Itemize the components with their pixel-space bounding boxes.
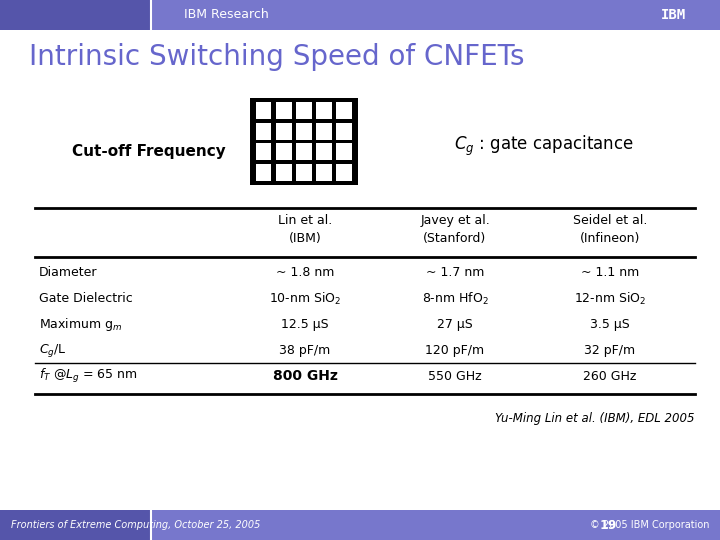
Bar xyxy=(256,164,271,181)
Text: ~ 1.1 nm: ~ 1.1 nm xyxy=(581,266,639,279)
Bar xyxy=(276,164,292,181)
Bar xyxy=(296,164,312,181)
Bar xyxy=(250,98,358,185)
Text: 8-nm HfO$_2$: 8-nm HfO$_2$ xyxy=(421,291,488,307)
Bar xyxy=(256,143,271,160)
Text: 19: 19 xyxy=(600,518,617,532)
Text: (IBM): (IBM) xyxy=(289,232,321,245)
Bar xyxy=(256,123,271,140)
Text: 32 pF/m: 32 pF/m xyxy=(585,344,636,357)
Text: Maximum g$_m$: Maximum g$_m$ xyxy=(39,316,122,333)
Text: 550 GHz: 550 GHz xyxy=(428,370,482,383)
Text: IBM: IBM xyxy=(661,8,685,22)
Bar xyxy=(316,123,332,140)
Text: 12.5 μS: 12.5 μS xyxy=(282,318,329,331)
Text: Lin et al.: Lin et al. xyxy=(278,214,332,227)
Bar xyxy=(336,143,352,160)
Bar xyxy=(316,164,332,181)
Bar xyxy=(296,123,312,140)
Text: 3.5 μS: 3.5 μS xyxy=(590,318,630,331)
Bar xyxy=(336,102,352,119)
Text: IBM Research: IBM Research xyxy=(184,8,269,22)
Bar xyxy=(0,0,720,30)
Bar xyxy=(276,123,292,140)
Bar xyxy=(296,143,312,160)
Bar xyxy=(276,102,292,119)
Text: Yu-Ming Lin et al. (IBM), EDL 2005: Yu-Ming Lin et al. (IBM), EDL 2005 xyxy=(495,412,695,425)
Text: 12-nm SiO$_2$: 12-nm SiO$_2$ xyxy=(574,291,647,307)
Text: 120 pF/m: 120 pF/m xyxy=(426,344,485,357)
Text: ~ 1.8 nm: ~ 1.8 nm xyxy=(276,266,334,279)
Text: © 2005 IBM Corporation: © 2005 IBM Corporation xyxy=(590,520,709,530)
Text: (Infineon): (Infineon) xyxy=(580,232,640,245)
Text: 38 pF/m: 38 pF/m xyxy=(279,344,330,357)
Text: 10-nm SiO$_2$: 10-nm SiO$_2$ xyxy=(269,291,341,307)
Text: $\mathit{C_g}$ : gate capacitance: $\mathit{C_g}$ : gate capacitance xyxy=(454,134,634,158)
Text: Diameter: Diameter xyxy=(39,266,97,279)
Text: Gate Dielectric: Gate Dielectric xyxy=(39,292,132,305)
Text: $f_T$ @$L_g$ = 65 nm: $f_T$ @$L_g$ = 65 nm xyxy=(39,367,138,386)
Bar xyxy=(296,102,312,119)
Bar xyxy=(256,102,271,119)
Bar xyxy=(316,102,332,119)
Text: Frontiers of Extreme Computing, October 25, 2005: Frontiers of Extreme Computing, October … xyxy=(11,520,260,530)
Text: $C_g$/L: $C_g$/L xyxy=(39,342,66,359)
Text: 27 μS: 27 μS xyxy=(437,318,473,331)
Bar xyxy=(336,164,352,181)
Bar xyxy=(336,123,352,140)
Text: Javey et al.: Javey et al. xyxy=(420,214,490,227)
Text: 260 GHz: 260 GHz xyxy=(583,370,636,383)
Bar xyxy=(0,510,151,540)
Text: Cut-off Frequency: Cut-off Frequency xyxy=(72,144,226,159)
Text: Seidel et al.: Seidel et al. xyxy=(573,214,647,227)
Bar xyxy=(0,0,151,30)
Bar xyxy=(0,510,720,540)
Text: 800 GHz: 800 GHz xyxy=(273,369,338,383)
Text: Intrinsic Switching Speed of CNFETs: Intrinsic Switching Speed of CNFETs xyxy=(29,43,524,71)
Bar xyxy=(276,143,292,160)
Text: (Stanford): (Stanford) xyxy=(423,232,487,245)
Bar xyxy=(316,143,332,160)
Text: ~ 1.7 nm: ~ 1.7 nm xyxy=(426,266,484,279)
